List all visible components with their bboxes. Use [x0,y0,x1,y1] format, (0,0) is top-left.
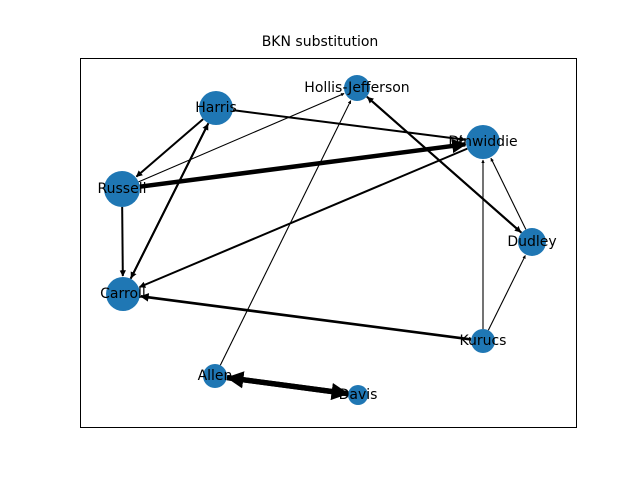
edge-kurucs-to-carroll [139,293,472,341]
edge-dudley-to-dinwiddie [490,157,527,230]
node-harris [199,91,233,125]
edge-dudley-to-hollis [366,96,523,234]
node-allen [203,364,227,388]
edge-harris-to-dinwiddie [232,109,466,143]
node-label-allen: Allen [198,368,233,384]
node-dudley [518,228,546,256]
edge-russell-to-carroll [119,206,126,277]
node-hollis [344,75,370,101]
node-label-kurucs: Kurucs [460,333,507,349]
edge-russell-to-hollis [138,93,345,183]
node-russell [104,171,140,207]
node-label-davis: Davis [339,387,378,403]
nodes-layer [104,75,546,405]
edges-layer [119,93,527,401]
node-dinwiddie [466,125,500,159]
chart-title: BKN substitution [261,34,379,50]
edge-davis-to-allen [226,371,349,397]
node-davis [348,385,368,405]
node-carroll [106,277,140,311]
edge-dinwiddie-to-carroll [138,147,468,288]
edge-carroll-to-harris [129,123,209,280]
node-label-hollis: Hollis-Jefferson [304,80,409,96]
edge-allen-to-hollis [219,100,352,366]
edge-russell-to-dinwiddie [139,138,467,189]
node-label-carroll: Carroll [100,286,146,302]
edge-kurucs-to-dudley [487,255,526,331]
node-label-harris: Harris [195,100,237,116]
node-label-dinwiddie: Dinwiddie [448,134,517,150]
plot-frame [80,58,577,428]
node-label-russell: Russell [98,181,147,197]
labels-layer: Harris Hollis-Jefferson Dinwiddie Russell Du… [98,80,557,403]
edge-harris-to-russell [135,118,204,178]
node-kurucs [471,329,495,353]
node-label-dudley: Dudley [507,234,556,250]
